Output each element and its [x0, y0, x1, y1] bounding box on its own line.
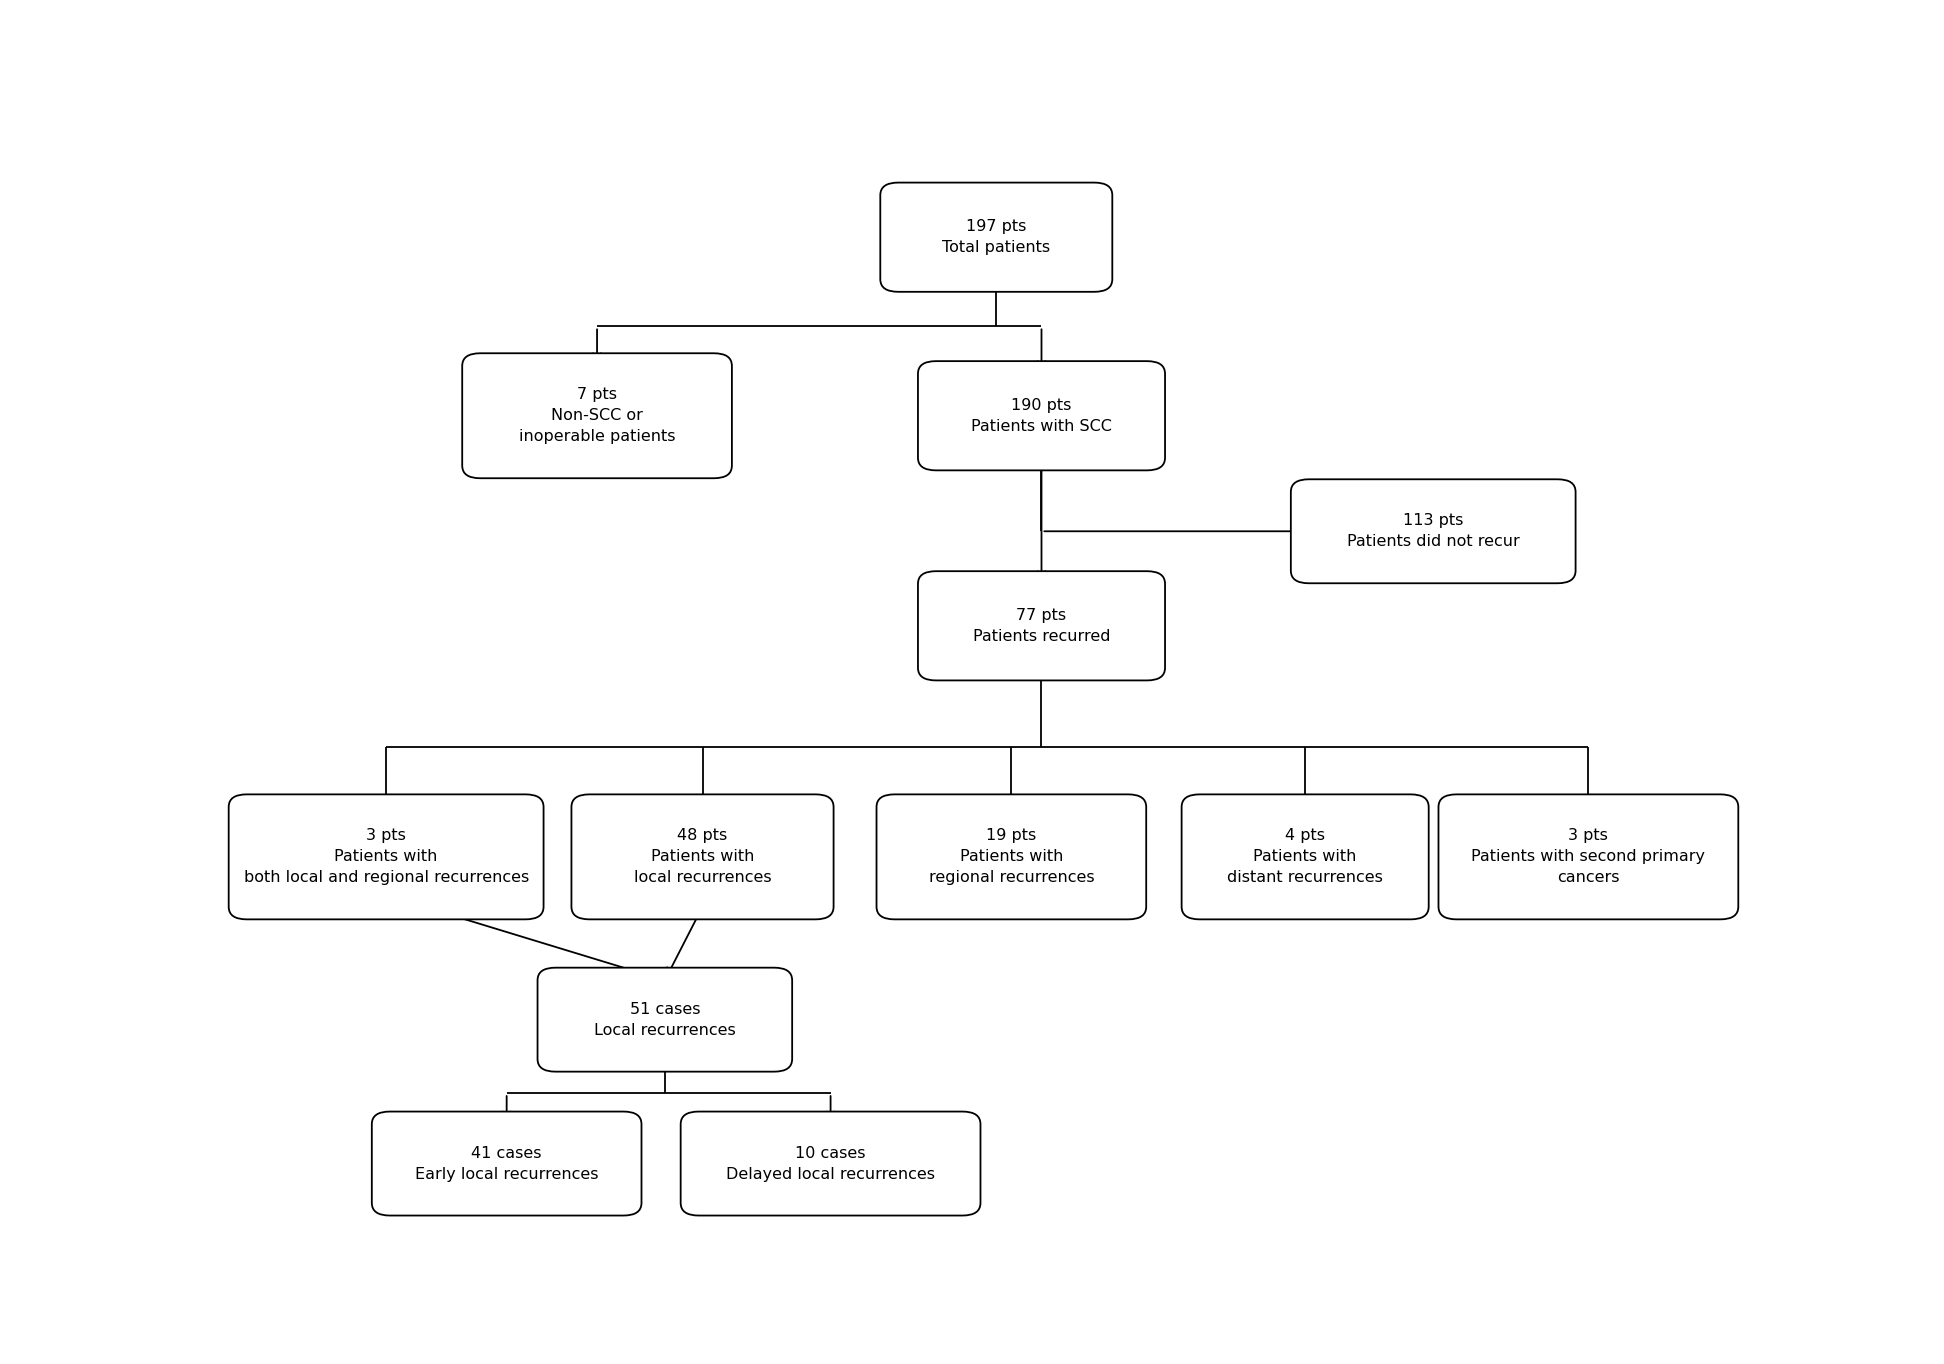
FancyBboxPatch shape	[918, 572, 1164, 681]
Text: 7 pts
Non-SCC or
inoperable patients: 7 pts Non-SCC or inoperable patients	[519, 387, 675, 445]
Text: 3 pts
Patients with
both local and regional recurrences: 3 pts Patients with both local and regio…	[243, 828, 529, 885]
Text: 190 pts
Patients with SCC: 190 pts Patients with SCC	[972, 398, 1112, 434]
FancyBboxPatch shape	[881, 183, 1112, 292]
Text: 3 pts
Patients with second primary
cancers: 3 pts Patients with second primary cance…	[1472, 828, 1705, 885]
FancyBboxPatch shape	[1182, 794, 1429, 919]
FancyBboxPatch shape	[1291, 479, 1575, 584]
FancyBboxPatch shape	[680, 1112, 980, 1215]
FancyBboxPatch shape	[918, 361, 1164, 471]
FancyBboxPatch shape	[371, 1112, 642, 1215]
Text: 4 pts
Patients with
distant recurrences: 4 pts Patients with distant recurrences	[1227, 828, 1382, 885]
FancyBboxPatch shape	[463, 353, 731, 479]
FancyBboxPatch shape	[572, 794, 834, 919]
Text: 48 pts
Patients with
local recurrences: 48 pts Patients with local recurrences	[634, 828, 772, 885]
Text: 113 pts
Patients did not recur: 113 pts Patients did not recur	[1347, 513, 1520, 550]
Text: 19 pts
Patients with
regional recurrences: 19 pts Patients with regional recurrence…	[929, 828, 1094, 885]
Text: 77 pts
Patients recurred: 77 pts Patients recurred	[972, 608, 1110, 644]
Text: 51 cases
Local recurrences: 51 cases Local recurrences	[595, 1001, 735, 1038]
Text: 41 cases
Early local recurrences: 41 cases Early local recurrences	[414, 1146, 599, 1181]
FancyBboxPatch shape	[538, 967, 791, 1072]
FancyBboxPatch shape	[1439, 794, 1738, 919]
FancyBboxPatch shape	[229, 794, 544, 919]
Text: 197 pts
Total patients: 197 pts Total patients	[943, 220, 1050, 255]
FancyBboxPatch shape	[877, 794, 1147, 919]
Text: 10 cases
Delayed local recurrences: 10 cases Delayed local recurrences	[725, 1146, 935, 1181]
